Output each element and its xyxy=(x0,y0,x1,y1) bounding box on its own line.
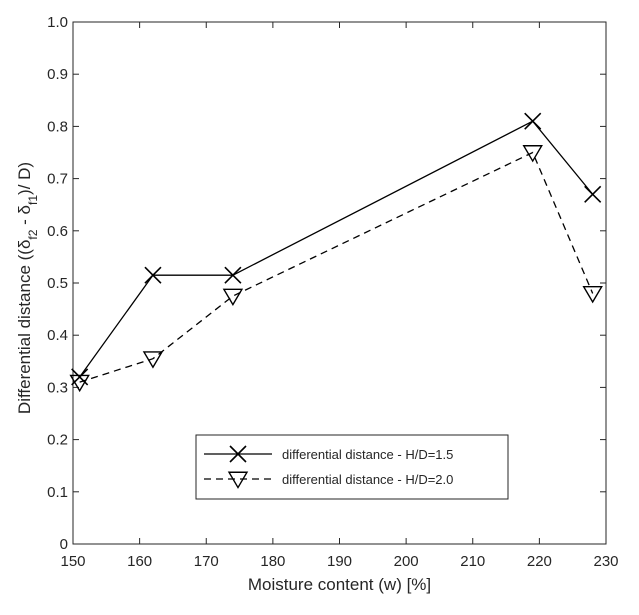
y-tick-label: 0.4 xyxy=(47,327,68,344)
x-tick-label: 150 xyxy=(60,553,85,570)
y-tick-label: 0.7 xyxy=(47,171,68,188)
y-tick-label: 0.3 xyxy=(47,379,68,396)
series-2-point xyxy=(582,285,603,304)
y-tick-label: 0.2 xyxy=(47,432,68,449)
legend-label: differential distance - H/D=2.0 xyxy=(282,472,453,487)
x-tick-label: 210 xyxy=(460,553,485,570)
legend-item-1: differential distance - H/D=1.5 xyxy=(204,445,453,463)
series-2-point xyxy=(142,351,164,369)
y-tick-label: 0.9 xyxy=(47,66,68,83)
y-tick-label: 0.5 xyxy=(47,275,68,292)
legend: differential distance - H/D=1.5 different… xyxy=(195,434,509,500)
series-2-point xyxy=(222,288,244,306)
series-2 xyxy=(69,145,603,393)
x-tick-label: 170 xyxy=(194,553,219,570)
series-2-point xyxy=(522,145,543,163)
legend-marker xyxy=(229,445,247,463)
x-tick-label: 230 xyxy=(593,553,618,570)
x-tick-label: 200 xyxy=(394,553,419,570)
x-tick-label: 180 xyxy=(260,553,285,570)
legend-item-2: differential distance - H/D=2.0 xyxy=(204,471,453,489)
series-1-line xyxy=(79,120,594,378)
y-axis-label-sub1: f2 xyxy=(26,229,40,239)
x-tick-label: 190 xyxy=(327,553,352,570)
y-axis: 0 0.1 0.2 0.3 0.4 0.5 0.6 0.7 0.8 0.9 1.0 xyxy=(47,14,606,553)
y-tick-label: 0.1 xyxy=(47,484,68,501)
y-axis-label: Differential distance ((δf2 - δf1)/ D) xyxy=(15,162,40,414)
x-tick-label: 220 xyxy=(527,553,552,570)
series-2-point xyxy=(69,374,90,393)
y-axis-label-suffix: )/ D) xyxy=(15,162,34,195)
series-group xyxy=(69,112,603,393)
x-axis: 150 160 170 180 190 200 210 220 230 xyxy=(60,22,619,570)
legend-box xyxy=(195,434,509,500)
y-axis-label-mid: - δ xyxy=(15,205,34,230)
y-tick-label: 1.0 xyxy=(47,14,68,31)
series-2-line xyxy=(79,151,594,383)
x-axis-label: Moisture content (w) [%] xyxy=(248,575,431,594)
y-tick-label: 0 xyxy=(60,536,68,553)
series-1 xyxy=(71,112,602,386)
y-tick-label: 0.8 xyxy=(47,118,68,135)
series-1-point xyxy=(144,266,162,284)
y-axis-label-prefix: Differential distance ((δ xyxy=(15,240,34,415)
x-tick-label: 160 xyxy=(127,553,152,570)
legend-marker xyxy=(227,471,249,489)
y-axis-label-sub2: f1 xyxy=(26,195,40,205)
legend-label: differential distance - H/D=1.5 xyxy=(282,447,453,462)
series-1-point xyxy=(524,112,542,130)
series-1-point xyxy=(224,266,242,284)
y-tick-label: 0.6 xyxy=(47,223,68,240)
series-1-point xyxy=(584,185,602,203)
